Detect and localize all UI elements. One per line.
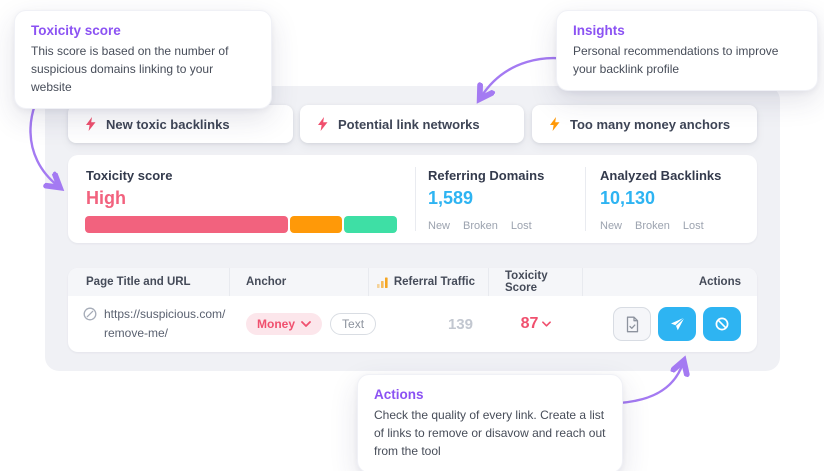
anchor-tag-money[interactable]: Money (246, 313, 323, 335)
disavow-button[interactable] (703, 307, 741, 341)
send-outreach-button[interactable] (658, 307, 696, 341)
toxicity-score-number: 87 (520, 315, 539, 332)
filter-broken[interactable]: Broken (635, 220, 670, 232)
filter-lost[interactable]: Lost (510, 220, 532, 232)
link-icon (83, 307, 97, 321)
filter-tabs: New Broken Lost (428, 220, 544, 232)
stat-label: Toxicity score (86, 168, 173, 183)
filter-broken[interactable]: Broken (463, 220, 498, 232)
table-header: Page Title and URL Anchor Referral Traff… (68, 268, 757, 296)
toxicity-level-bar (85, 216, 397, 233)
header-page-title-and-url: Page Title and URL (68, 268, 230, 296)
header-toxicity-score: Toxicity Score (489, 268, 583, 296)
alert-chip-label: Too many money anchors (570, 116, 731, 132)
anchor-tag-text[interactable]: Text (330, 313, 377, 335)
header-anchor: Anchor (230, 268, 369, 296)
url-line-2: remove-me/ (104, 326, 169, 340)
header-referral-traffic: Referral Traffic (369, 268, 489, 296)
stat-label: Referring Domains (428, 168, 545, 183)
referring-domains-value: 1,589 (428, 188, 474, 208)
alert-chip-potential-link-networks[interactable]: Potential link networks (300, 105, 524, 143)
backlink-url[interactable]: https://suspicious.com/ remove-me/ (104, 305, 225, 342)
bar-segment-high (85, 216, 288, 233)
referral-traffic-cell: 139 (447, 315, 473, 333)
bolt-icon (317, 117, 328, 131)
toxicity-score-tooltip: Toxicity score This score is based on th… (14, 10, 272, 109)
actions-tooltip: Actions Check the quality of every link.… (357, 374, 623, 471)
chevron-down-icon (301, 321, 311, 327)
tooltip-body: Check the quality of every link. Create … (374, 408, 606, 458)
filter-lost[interactable]: Lost (682, 220, 704, 232)
referring-domains-stat: Referring Domains 1,589 New Broken Lost (428, 168, 544, 232)
audit-panel: New toxic backlinks Potential link netwo… (45, 86, 780, 371)
table-row: https://suspicious.com/ remove-me/ Money… (68, 296, 757, 352)
anchor-cell: Money Text (230, 313, 377, 335)
page-url-cell: https://suspicious.com/ remove-me/ (68, 305, 230, 342)
header-actions: Actions (698, 276, 741, 288)
divider (415, 167, 416, 231)
alert-chip-too-many-money-anchors[interactable]: Too many money anchors (532, 105, 757, 143)
alert-chip-label: New toxic backlinks (106, 116, 230, 132)
tooltip-body: This score is based on the number of sus… (31, 44, 229, 94)
anchor-tag-label: Text (342, 317, 365, 331)
paper-plane-icon (670, 317, 685, 331)
anchor-tag-label: Money (257, 317, 296, 331)
filter-new[interactable]: New (428, 220, 451, 232)
analyzed-backlinks-value: 10,130 (600, 188, 656, 208)
tooltip-title: Insights (573, 23, 625, 38)
header-label: Referral Traffic (393, 276, 475, 288)
toxicity-score-stat: Toxicity score High (86, 168, 172, 209)
report-button[interactable] (613, 307, 651, 341)
tooltip-body: Personal recommendations to improve your… (573, 44, 779, 76)
block-icon (715, 317, 729, 331)
tooltip-title: Toxicity score (31, 23, 121, 38)
document-check-icon (626, 316, 638, 332)
bar-segment-medium (290, 216, 342, 233)
url-line-1: https://suspicious.com/ (104, 307, 226, 322)
chevron-down-icon (542, 321, 552, 327)
bolt-icon (549, 117, 560, 131)
stat-label: Analyzed Backlinks (600, 168, 722, 183)
insights-tooltip: Insights Personal recommendations to imp… (556, 10, 818, 91)
bar-chart-icon (376, 277, 388, 288)
bar-segment-low (344, 216, 397, 233)
tooltip-title: Actions (374, 387, 424, 402)
bolt-icon (85, 117, 96, 131)
toxicity-score-cell[interactable]: 87 (489, 315, 583, 333)
toxicity-score-value: High (86, 188, 126, 208)
analyzed-backlinks-stat: Analyzed Backlinks 10,130 New Broken Los… (600, 168, 721, 232)
stats-card: Toxicity score High Referring Domains 1,… (68, 155, 757, 243)
divider (585, 167, 586, 231)
alert-chip-label: Potential link networks (338, 116, 480, 132)
backlinks-table: Page Title and URL Anchor Referral Traff… (68, 268, 757, 352)
filter-tabs: New Broken Lost (600, 220, 721, 232)
filter-new[interactable]: New (600, 220, 623, 232)
alert-chip-new-toxic-backlinks[interactable]: New toxic backlinks (68, 105, 293, 143)
actions-cell (583, 307, 757, 341)
